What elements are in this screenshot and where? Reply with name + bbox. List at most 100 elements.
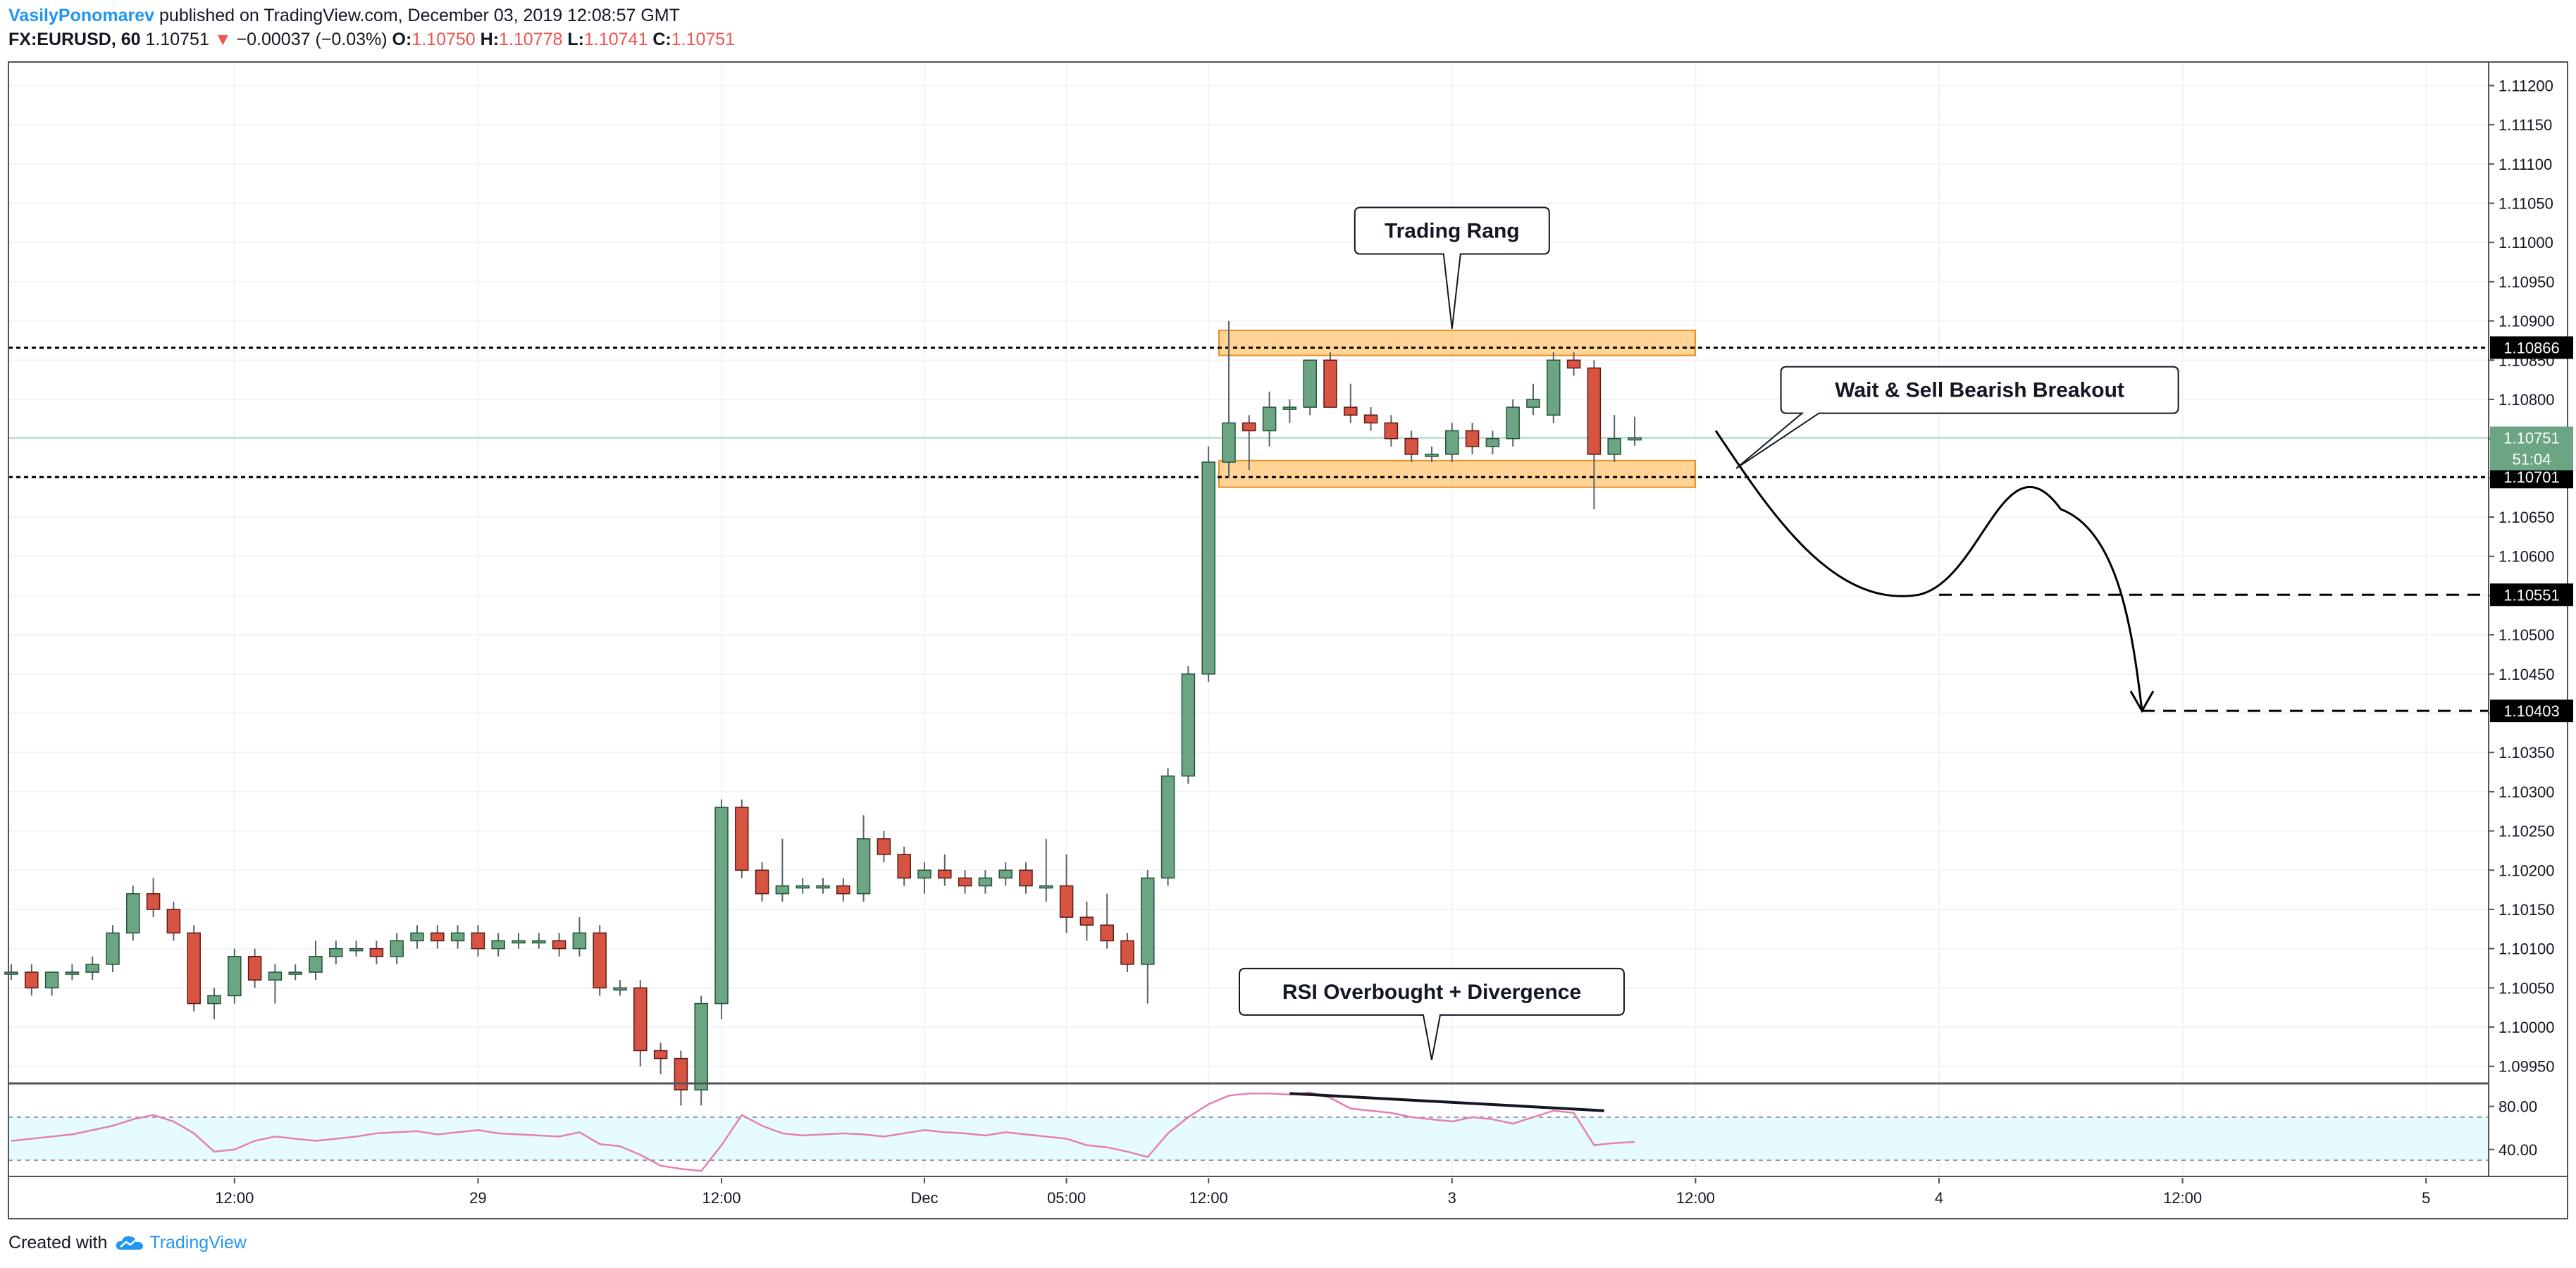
candle-body xyxy=(897,854,911,879)
time-tick-label: 05:00 xyxy=(1047,1189,1086,1207)
price-tick-label: 1.10150 xyxy=(2498,901,2555,919)
candles xyxy=(4,321,1642,1106)
candle-body xyxy=(836,885,850,895)
level-price-label: 1.10866 xyxy=(2503,339,2560,356)
price-tick-label: 1.10200 xyxy=(2498,862,2555,879)
level-price-label: 1.10403 xyxy=(2503,702,2560,720)
grid xyxy=(8,62,2489,1176)
candle-body xyxy=(1303,359,1317,408)
candle-body xyxy=(1425,454,1439,457)
candle-body xyxy=(4,971,18,975)
candle-body xyxy=(349,947,364,952)
candle-body xyxy=(1160,775,1175,879)
candle-body xyxy=(633,987,648,1052)
price-tick-label: 1.11100 xyxy=(2498,156,2552,173)
price-tick-label: 1.10050 xyxy=(2498,979,2555,997)
candle-body xyxy=(65,971,80,975)
published-text: published on TradingView.com, December 0… xyxy=(159,6,680,25)
change-down-icon: ▼ xyxy=(213,30,232,49)
candle-body xyxy=(1079,916,1094,926)
price-tick-label: 1.10650 xyxy=(2498,509,2555,526)
candle-body xyxy=(653,1050,668,1059)
author-link[interactable]: VasilyPonomarev xyxy=(8,6,155,25)
candle-body xyxy=(85,964,99,973)
callout-text: RSI Overbought + Divergence xyxy=(1282,981,1581,1004)
candle-body xyxy=(369,947,384,957)
rsi-pane xyxy=(8,1091,2489,1172)
candle-body xyxy=(613,987,627,991)
candle-body xyxy=(1566,359,1581,369)
candle-body xyxy=(288,971,302,975)
candle-body xyxy=(998,869,1013,879)
candle-body xyxy=(309,956,323,973)
candle-body xyxy=(593,932,607,989)
candle-body xyxy=(390,940,404,957)
callout-text: Trading Rang xyxy=(1385,219,1520,242)
callout-box xyxy=(1354,206,1550,329)
divergence-trendline xyxy=(1289,1092,1604,1112)
time-tick-label: Dec xyxy=(910,1189,938,1207)
time-tick-label: 12:00 xyxy=(2163,1189,2202,1207)
candle-body xyxy=(917,869,931,879)
open-value: 1.10750 xyxy=(411,30,476,49)
level-price-tag xyxy=(2490,336,2573,359)
price-tick-label: 1.10300 xyxy=(2498,783,2555,801)
candle-body xyxy=(25,971,39,989)
candle-body xyxy=(247,956,262,981)
publication-header: VasilyPonomarev published on TradingView… xyxy=(8,4,680,27)
outer-border xyxy=(8,61,2568,1219)
candle-body xyxy=(1404,437,1418,455)
price-tick-label: 1.10950 xyxy=(2498,273,2555,291)
price-tick-label: 1.10000 xyxy=(2498,1019,2555,1036)
candle-body xyxy=(775,885,790,895)
candle-body xyxy=(714,807,729,1005)
time-tick-label: 12:00 xyxy=(702,1189,741,1207)
time-tick-label: 29 xyxy=(469,1189,486,1207)
price-tick-label: 1.11000 xyxy=(2498,234,2553,251)
level-price-tag xyxy=(2490,583,2573,607)
symbol-legend: FX:EURUSD, 60 1.10751 ▼ −0.00037 (−0.03%… xyxy=(8,28,735,51)
callout-box xyxy=(1239,967,1625,1060)
tradingview-link[interactable]: TradingView xyxy=(149,1233,247,1253)
candle-body xyxy=(958,877,972,887)
candle-body xyxy=(431,932,445,942)
price-tick-label: 1.11150 xyxy=(2498,116,2552,134)
projection-arrowhead-icon xyxy=(2129,690,2155,714)
level-price-label: 1.10701 xyxy=(2503,468,2560,486)
time-axis[interactable]: 12:002912:00Dec05:0012:00312:00412:00512… xyxy=(215,1178,2576,1207)
high-value: 1.10778 xyxy=(499,30,563,49)
candle-body xyxy=(1181,673,1196,777)
close-label: C: xyxy=(652,30,671,49)
last-price-label: 1.10751 xyxy=(2503,430,2560,447)
candle-body xyxy=(329,947,343,957)
candle-body xyxy=(1242,422,1256,432)
candle-body xyxy=(572,932,587,950)
price-tick-label: 1.10800 xyxy=(2498,391,2555,409)
level-price-tag xyxy=(2490,700,2573,723)
candle-body xyxy=(1120,940,1134,965)
candle-body xyxy=(1201,461,1215,675)
candle-body xyxy=(410,932,424,942)
candle-body xyxy=(44,971,59,989)
candle-body xyxy=(735,807,749,871)
chart-frame xyxy=(8,61,2568,1219)
created-with-text: Created with xyxy=(8,1233,108,1253)
rsi-tick-label: 80.00 xyxy=(2498,1098,2537,1116)
drawings: Trading Rang Wait & Sell Bearish Breakout… xyxy=(1239,206,2179,1112)
candle-body xyxy=(1059,885,1074,918)
candle-body xyxy=(1100,924,1114,942)
footer: Created with TradingView xyxy=(8,1230,247,1255)
candle-body xyxy=(552,940,566,950)
time-tick-label: 12:00 xyxy=(1189,1189,1228,1207)
candle-body xyxy=(795,885,810,889)
candle-body xyxy=(1465,430,1480,447)
price-axis[interactable]: 1.11200 1.11150 1.11100 1.11050 1.11000 1.109… xyxy=(2489,77,2573,1159)
last-price: 1.10751 xyxy=(145,30,209,49)
candle-body xyxy=(1363,414,1378,424)
candle-body xyxy=(1262,406,1277,432)
candle-body xyxy=(207,995,221,1005)
candle-body xyxy=(146,893,161,910)
candle-body xyxy=(106,932,120,965)
close-value: 1.10751 xyxy=(671,30,736,49)
